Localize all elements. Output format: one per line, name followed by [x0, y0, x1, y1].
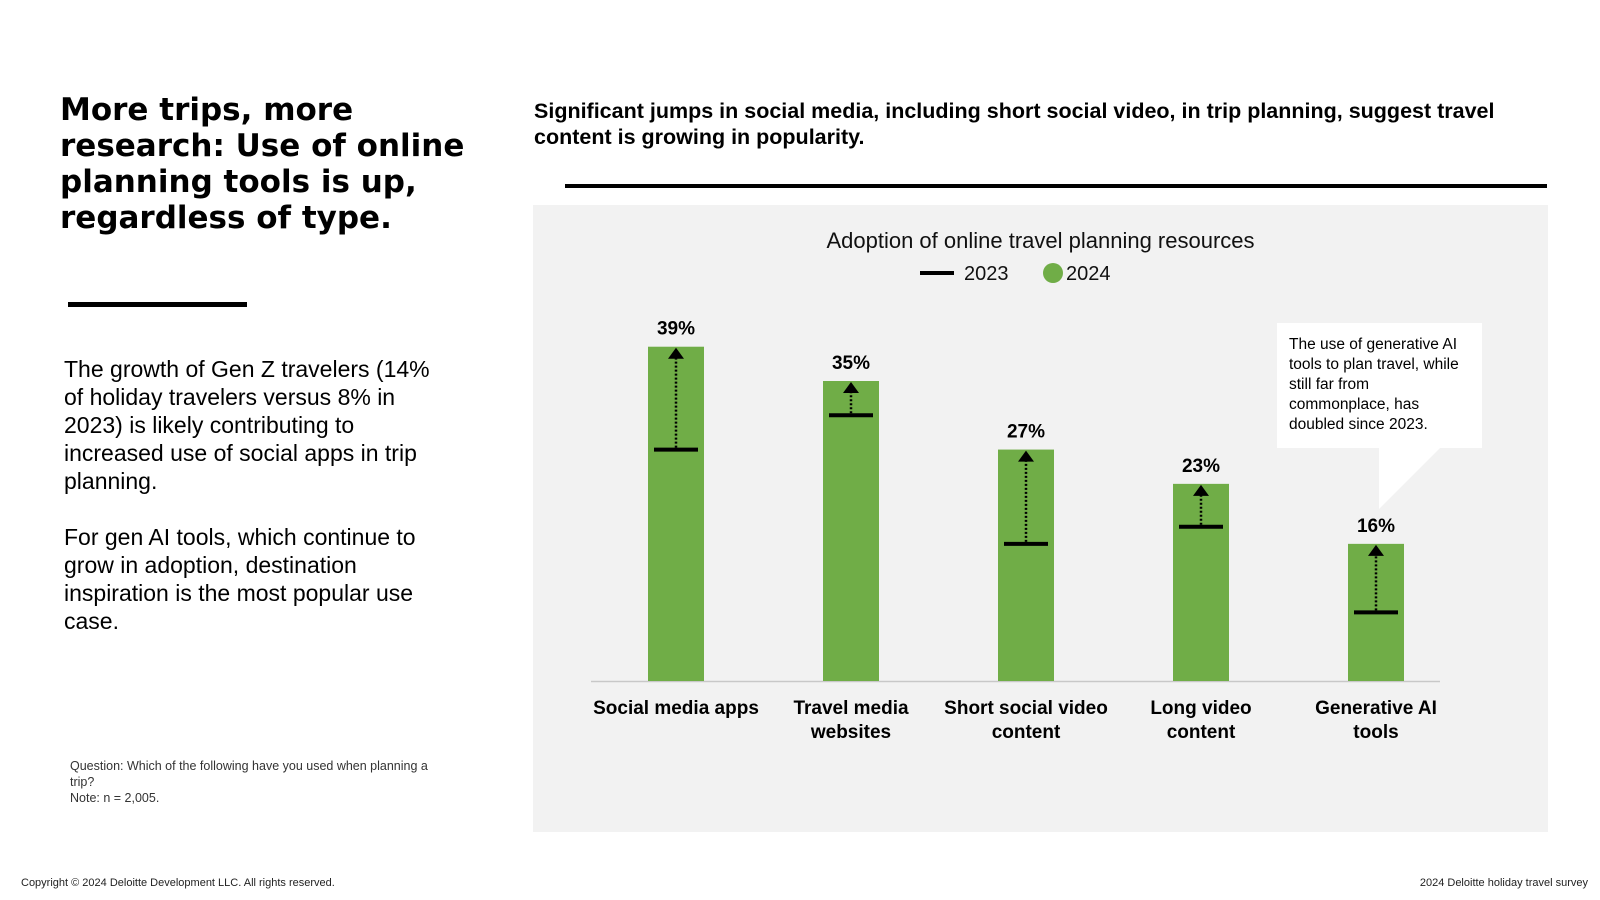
footer-copyright: Copyright © 2024 Deloitte Development LL…	[21, 877, 335, 889]
legend-2023-label: 2023	[964, 263, 1009, 285]
chart-title: Adoption of online travel planning resou…	[826, 228, 1254, 253]
bar-2024-long-video-content	[1173, 483, 1229, 681]
change-arrowhead-generative-ai-tools	[1368, 544, 1384, 556]
change-arrowhead-short-social-video-content	[1018, 450, 1034, 462]
category-label-line: Generative AI	[1315, 698, 1437, 719]
category-label-line: content	[992, 722, 1061, 743]
data-label-social-media-apps: 39%	[657, 319, 695, 340]
bar-chart: Adoption of online travel planning resou…	[591, 228, 1440, 743]
category-label-line: websites	[810, 722, 891, 743]
footer-source: 2024 Deloitte holiday travel survey	[1419, 877, 1588, 889]
body-paragraph-gen-z: The growth of Gen Z travelers (14% of ho…	[64, 356, 430, 494]
body-paragraph-gen-ai: For gen AI tools, which continue to grow…	[64, 524, 416, 634]
page-headline: More trips, more research: Use of online…	[60, 92, 465, 236]
category-label-long-video-content: Long video content	[1150, 698, 1251, 743]
chart-subheadline: Significant jumps in social media, inclu…	[534, 99, 1495, 149]
data-label-long-video-content: 23%	[1182, 456, 1220, 477]
category-label-travel-media-websites: Travel media websites	[793, 698, 909, 743]
bar-2024-travel-media-websites	[823, 381, 879, 681]
chart-panel: Adoption of online travel planning resou…	[533, 205, 1548, 832]
data-label-travel-media-websites: 35%	[832, 353, 870, 374]
data-label-generative-ai-tools: 16%	[1357, 516, 1395, 537]
left-divider	[68, 302, 247, 307]
top-divider	[565, 184, 1547, 188]
category-label-line: content	[1167, 722, 1236, 743]
data-label-short-social-video-content: 27%	[1007, 422, 1045, 443]
survey-question: Question: Which of the following have yo…	[70, 759, 428, 789]
category-label-generative-ai-tools: Generative AI tools	[1315, 698, 1437, 743]
survey-note: Question: Which of the following have yo…	[70, 758, 455, 806]
category-label-line: Social media apps	[593, 698, 759, 719]
category-label-line: Travel media	[793, 698, 909, 719]
change-arrowhead-travel-media-websites	[843, 382, 859, 393]
gen-ai-callout: The use of generative AI tools to plan t…	[1277, 323, 1482, 448]
change-arrowhead-social-media-apps	[668, 347, 684, 359]
bar-2024-social-media-apps	[648, 346, 704, 681]
category-label-short-social-video-content: Short social video content	[944, 698, 1108, 743]
category-label-line: tools	[1353, 722, 1398, 743]
legend-2024-label: 2024	[1066, 263, 1111, 285]
change-arrowhead-long-video-content	[1193, 484, 1209, 496]
sample-size-note: Note: n = 2,005.	[70, 791, 160, 805]
legend-2024-dot-icon	[1043, 263, 1063, 283]
category-label-line: Short social video	[944, 698, 1108, 719]
category-label-social-media-apps: Social media apps	[593, 698, 759, 719]
category-label-line: Long video	[1150, 698, 1251, 719]
callout-pointer	[1379, 447, 1441, 509]
